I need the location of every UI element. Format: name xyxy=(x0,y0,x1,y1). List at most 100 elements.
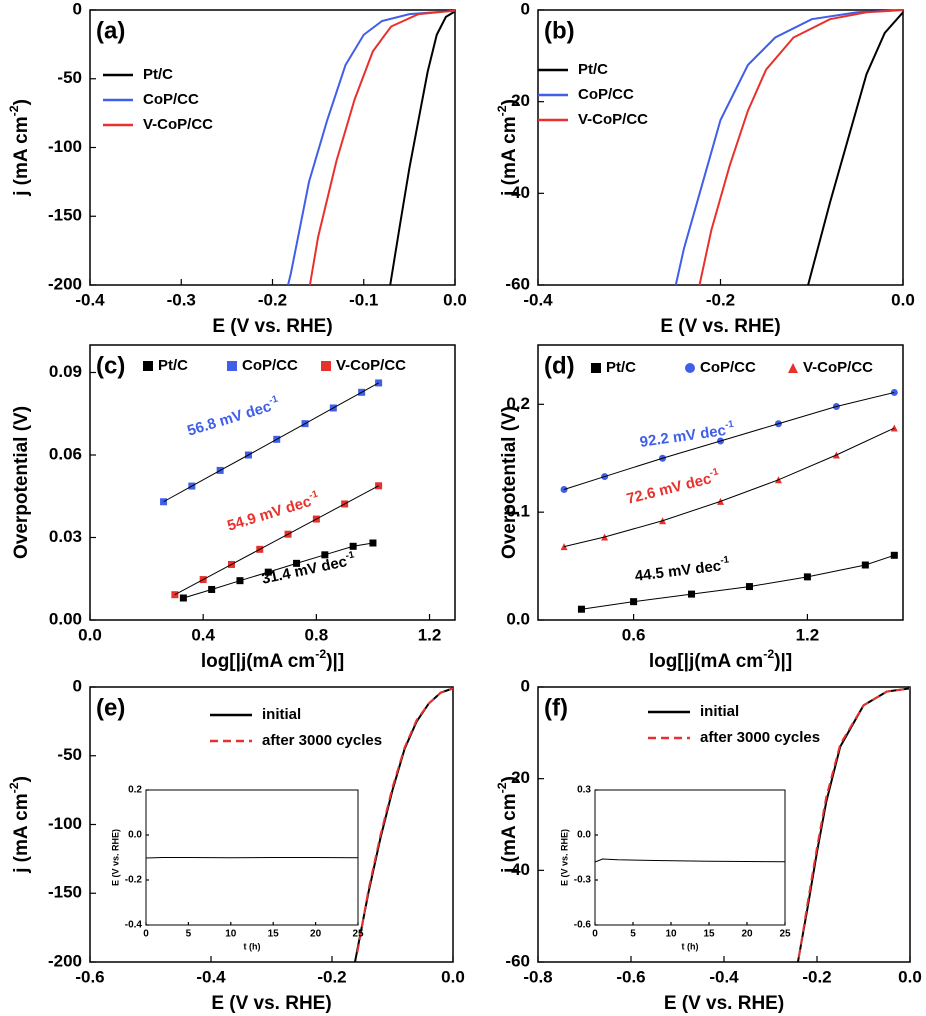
data-line xyxy=(674,9,904,286)
y-tick-label: -150 xyxy=(48,206,82,225)
x-tick-label: 0 xyxy=(143,929,149,940)
x-tick-label: 5 xyxy=(186,929,192,940)
y-tick-label: 0.2 xyxy=(506,394,530,413)
annotation-sup: -1 xyxy=(709,466,721,479)
y-tick-label: -100 xyxy=(48,814,82,833)
y-tick-label: 0.0 xyxy=(506,609,530,628)
y-tick-label: -20 xyxy=(505,768,530,787)
x-tick-label: 15 xyxy=(268,929,280,940)
fit-line xyxy=(563,427,895,548)
plot-frame xyxy=(594,789,786,926)
y-axis-label-part: ) xyxy=(11,99,32,105)
panel-label: (c) xyxy=(96,352,125,379)
y-axis-label-part: ) xyxy=(499,99,520,105)
y-tick-label: -50 xyxy=(57,745,82,764)
x-axis-label: E (V vs. RHE) xyxy=(211,993,331,1014)
legend-label: CoP/CC xyxy=(578,86,634,103)
y-axis-label-part: ) xyxy=(499,776,520,782)
y-tick-label: 0.06 xyxy=(49,444,82,463)
x-tick-label: 1.2 xyxy=(796,625,820,644)
y-tick-label: 0.0 xyxy=(128,830,142,841)
legend-label: CoP/CC xyxy=(143,91,199,108)
marker xyxy=(375,379,383,387)
legend-label: CoP/CC xyxy=(700,359,756,376)
panel-label: (b) xyxy=(544,17,575,44)
y-tick-label: -100 xyxy=(48,137,82,156)
legend-marker xyxy=(143,361,153,371)
x-tick-label: 0.8 xyxy=(305,625,329,644)
y-tick-label: 0.00 xyxy=(49,609,82,628)
y-tick-label: 0.1 xyxy=(506,502,530,521)
legend-label: Pt/C xyxy=(578,61,608,78)
y-tick-label: 0 xyxy=(73,676,82,695)
y-axis-label: E (V vs. RHE) xyxy=(110,829,120,886)
y-tick-label: -0.6 xyxy=(574,920,592,931)
legend-label: V-CoP/CC xyxy=(578,111,648,128)
annotation-sup: -1 xyxy=(720,554,731,566)
plot-frame xyxy=(537,344,904,621)
x-tick-label: -0.4 xyxy=(75,290,105,309)
x-tick-label: 25 xyxy=(352,929,364,940)
legend-label: Pt/C xyxy=(158,357,188,374)
y-tick-label: 0.09 xyxy=(49,362,82,381)
y-tick-label: 0 xyxy=(521,0,530,18)
panel-label: (f) xyxy=(544,694,568,721)
x-tick-label: 0.6 xyxy=(622,625,646,644)
y-tick-label: -0.3 xyxy=(574,875,592,886)
x-tick-label: 15 xyxy=(703,929,715,940)
x-axis-label-part: )|] xyxy=(326,651,344,672)
y-tick-label: 0 xyxy=(73,0,82,18)
x-tick-label: 0.0 xyxy=(891,290,915,309)
y-tick-label: -0.2 xyxy=(125,875,143,886)
x-tick-label: 0.0 xyxy=(898,967,922,986)
legend-marker xyxy=(591,363,601,373)
y-tick-label: -0.4 xyxy=(125,920,143,931)
x-tick-label: -0.1 xyxy=(349,290,378,309)
y-tick-label: -200 xyxy=(48,274,82,293)
x-tick-label: -0.4 xyxy=(523,290,553,309)
legend-label: Pt/C xyxy=(606,359,636,376)
x-axis-label: E (V vs. RHE) xyxy=(664,993,784,1014)
y-tick-label: 0.0 xyxy=(577,830,591,841)
x-tick-label: 20 xyxy=(310,929,322,940)
y-axis-label-part: j (mA cm xyxy=(11,793,32,874)
legend-label: V-CoP/CC xyxy=(336,357,406,374)
plot-frame xyxy=(89,9,456,286)
x-axis-label: E (V vs. RHE) xyxy=(660,316,780,337)
y-axis-label: j (mA cm-2) xyxy=(495,776,520,874)
x-tick-label: -0.6 xyxy=(616,967,645,986)
legend-label: V-CoP/CC xyxy=(143,116,213,133)
y-tick-label: -40 xyxy=(505,183,530,202)
x-tick-label: 0.0 xyxy=(443,290,467,309)
y-tick-label: 0.03 xyxy=(49,527,82,546)
y-axis-label-part: ) xyxy=(11,776,32,782)
y-axis-label-part: -2 xyxy=(495,782,509,793)
x-tick-label: 0.0 xyxy=(78,625,102,644)
y-tick-label: -50 xyxy=(57,68,82,87)
annotation-sup: -1 xyxy=(724,419,735,431)
x-axis-label-part: log[|j(mA cm xyxy=(649,651,763,672)
y-tick-label: -150 xyxy=(48,883,82,902)
y-tick-label: 0.2 xyxy=(128,785,142,796)
x-tick-label: -0.8 xyxy=(523,967,552,986)
plot-frame xyxy=(537,9,904,286)
x-tick-label: 10 xyxy=(665,929,677,940)
x-tick-label: -0.2 xyxy=(802,967,831,986)
x-axis-label: t (h) xyxy=(682,941,699,951)
data-line xyxy=(698,9,904,286)
y-axis-label-part: -2 xyxy=(495,105,509,116)
y-axis-label-part: j (mA cm xyxy=(499,793,520,874)
legend-marker xyxy=(788,363,798,373)
marker xyxy=(375,482,383,490)
x-axis-label: log[|j(mA cm-2)|] xyxy=(201,647,344,672)
x-tick-label: 10 xyxy=(225,929,237,940)
legend-label: initial xyxy=(262,706,301,723)
panel-label: (e) xyxy=(96,694,125,721)
plot-frame xyxy=(89,344,456,621)
data-line xyxy=(807,11,904,286)
y-axis-label: Overpotential (V) xyxy=(11,406,32,559)
legend-marker xyxy=(227,361,237,371)
y-tick-label: -40 xyxy=(505,860,530,879)
y-axis-label-part: -2 xyxy=(7,782,21,793)
